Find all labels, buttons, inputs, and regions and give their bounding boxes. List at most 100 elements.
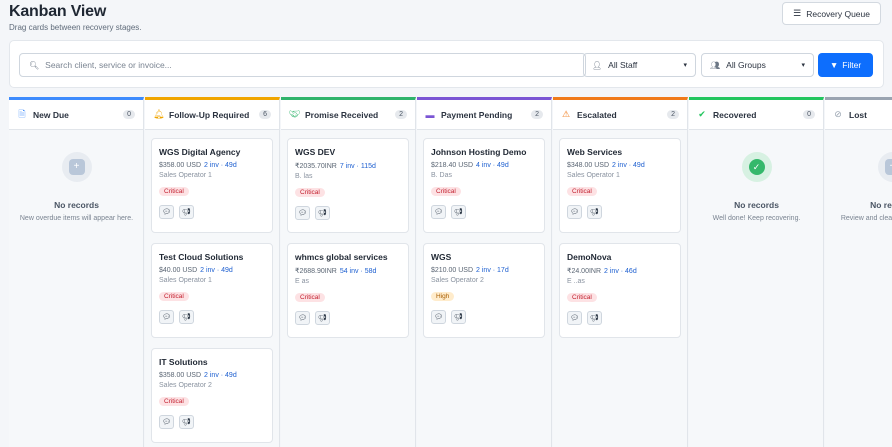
empty-state-text: New overdue items will appear here.: [19, 215, 134, 222]
comment-button[interactable]: 💬︎: [159, 415, 174, 429]
kanban-card[interactable]: Web Services $348.00 USD 2 inv · 49d Sales …: [559, 138, 681, 233]
client-name: whmcs global services: [295, 252, 388, 262]
staff-select[interactable]: 👤︎ All Staff ▾: [583, 53, 696, 77]
column-title: Lost: [849, 109, 867, 120]
megaphone-icon: 📢︎: [182, 419, 191, 426]
megaphone-button[interactable]: 📢︎: [179, 205, 194, 219]
users-icon: 👥︎: [710, 60, 721, 70]
card-actions: 💬︎ 📢︎: [159, 310, 265, 324]
search-placeholder: Search client, service or invoice...: [45, 60, 172, 70]
card-meta: $348.00 USD 2 inv · 49d: [567, 162, 673, 169]
credit-card-icon: ▬: [425, 109, 435, 120]
invoice-count-link[interactable]: 2 inv · 49d: [204, 372, 237, 379]
kanban-card[interactable]: WGS $210.00 USD 2 inv · 17d Sales Operator …: [423, 243, 545, 338]
empty-state-icon: +: [877, 152, 892, 182]
invoice-count-link[interactable]: 54 inv · 58d: [339, 268, 377, 275]
card-meta: $358.00 USD 2 inv · 49d: [159, 372, 265, 379]
amount-due: $348.00 USD: [567, 162, 610, 169]
kanban-column: ✔ Recovered 0 ✓ No records Well done! Keep re…: [689, 97, 824, 447]
comment-button[interactable]: 💬︎: [159, 310, 174, 324]
page-subtitle: Drag cards between recovery stages.: [9, 23, 142, 32]
kanban-card[interactable]: Test Cloud Solutions $40.00 USD 2 inv · 49…: [151, 243, 273, 338]
assigned-staff: E as: [295, 278, 310, 285]
megaphone-button[interactable]: 📢︎: [451, 310, 466, 324]
megaphone-icon: 📢︎: [182, 314, 191, 321]
priority-badge: Critical: [295, 293, 325, 302]
kanban-card[interactable]: WGS DEV ₹2035.70INR 7 inv · 115d B. las Crit…: [287, 138, 409, 233]
comment-icon: 💬︎: [298, 210, 307, 217]
kanban-card[interactable]: Johnson Hosting Demo $218.40 USD 4 inv · 4…: [423, 138, 545, 233]
assigned-staff: Sales Operator 1: [159, 277, 212, 284]
amount-due: $358.00 USD: [159, 162, 202, 169]
comment-button[interactable]: 💬︎: [567, 205, 582, 219]
client-name: Web Services: [567, 147, 623, 157]
comment-button[interactable]: 💬︎: [159, 205, 174, 219]
comment-button[interactable]: 💬︎: [295, 206, 310, 220]
file-icon: 🗎: [18, 108, 26, 119]
megaphone-button[interactable]: 📢︎: [179, 310, 194, 324]
priority-badge: Critical: [159, 397, 189, 406]
invoice-count-link[interactable]: 2 inv · 49d: [200, 267, 233, 274]
column-header: 🔔︎ Follow-Up Required 6: [145, 100, 279, 130]
column-count-badge: 6: [259, 110, 271, 119]
invoice-count-link[interactable]: 2 inv · 17d: [476, 267, 509, 274]
megaphone-button[interactable]: 📢︎: [587, 311, 602, 325]
kanban-card[interactable]: whmcs global services ₹2688.90INR 54 inv ·…: [287, 243, 409, 338]
comment-button[interactable]: 💬︎: [567, 311, 582, 325]
comment-button[interactable]: 💬︎: [431, 205, 446, 219]
priority-badge: Critical: [567, 293, 597, 302]
warning-icon: ⚠: [561, 109, 571, 119]
amount-due: $40.00 USD: [159, 267, 198, 274]
amount-due: ₹24.00INR: [567, 268, 602, 275]
megaphone-button[interactable]: 📢︎: [179, 415, 194, 429]
assigned-staff: Sales Operator 1: [567, 172, 620, 179]
card-actions: 💬︎ 📢︎: [567, 205, 673, 219]
kanban-column: ⊘ Lost + No records Review and clean up peri…: [825, 97, 892, 447]
column-title: Recovered: [713, 109, 757, 120]
column-title: New Due: [33, 109, 69, 120]
client-name: WGS DEV: [295, 147, 336, 157]
client-name: WGS Digital Agency: [159, 147, 241, 157]
column-count-badge: 2: [395, 110, 407, 119]
megaphone-button[interactable]: 📢︎: [315, 206, 330, 220]
kanban-card[interactable]: DemoNova ₹24.00INR 2 inv · 46d E ..as Critic…: [559, 243, 681, 338]
groups-select[interactable]: 👥︎ All Groups ▾: [701, 53, 814, 77]
amount-due: ₹2035.70INR: [295, 163, 337, 170]
search-input[interactable]: 🔍︎ Search client, service or invoice...: [19, 53, 586, 77]
empty-state-text: Well done! Keep recovering.: [712, 215, 801, 222]
kanban-card[interactable]: WGS Digital Agency $358.00 USD 2 inv · 49d…: [151, 138, 273, 233]
card-meta: $210.00 USD 2 inv · 17d: [431, 267, 537, 274]
column-title: Promise Received: [305, 109, 379, 120]
megaphone-button[interactable]: 📢︎: [451, 205, 466, 219]
invoice-count-link[interactable]: 2 inv · 49d: [204, 162, 237, 169]
kanban-card[interactable]: IT Solutions $358.00 USD 2 inv · 49d Sales …: [151, 348, 273, 443]
invoice-count-link[interactable]: 4 inv · 49d: [476, 162, 509, 169]
megaphone-icon: 📢︎: [454, 209, 463, 216]
invoice-count-link[interactable]: 7 inv · 115d: [339, 163, 376, 170]
filter-icon: ▼: [829, 60, 839, 70]
assigned-staff: Sales Operator 2: [431, 277, 484, 284]
handshake-icon: 🤝︎: [289, 109, 301, 119]
card-actions: 💬︎ 📢︎: [567, 311, 673, 325]
invoice-count-link[interactable]: 2 inv · 46d: [604, 268, 637, 275]
empty-state-title: No records: [870, 200, 892, 210]
comment-button[interactable]: 💬︎: [295, 311, 310, 325]
kanban-column: 🔔︎ Follow-Up Required 6 WGS Digital Agency $…: [145, 97, 280, 447]
invoice-count-link[interactable]: 2 inv · 49d: [612, 162, 645, 169]
search-icon: 🔍︎: [29, 60, 40, 70]
empty-state-text: Review and clean up periodically.: [840, 215, 892, 222]
recovery-queue-button[interactable]: ☰ Recovery Queue: [782, 2, 881, 25]
card-meta: $40.00 USD 2 inv · 49d: [159, 267, 265, 274]
column-count-badge: 2: [531, 110, 543, 119]
priority-badge: Critical: [159, 292, 189, 301]
empty-state: + No records Review and clean up periodica…: [825, 152, 892, 223]
card-actions: 💬︎ 📢︎: [431, 205, 537, 219]
empty-state-title: No records: [734, 200, 779, 210]
megaphone-button[interactable]: 📢︎: [315, 311, 330, 325]
comment-icon: 💬︎: [162, 314, 171, 321]
column-count-badge: 0: [123, 110, 135, 119]
megaphone-button[interactable]: 📢︎: [587, 205, 602, 219]
card-actions: 💬︎ 📢︎: [295, 311, 401, 325]
filter-button[interactable]: ▼ Filter: [818, 53, 873, 77]
comment-button[interactable]: 💬︎: [431, 310, 446, 324]
